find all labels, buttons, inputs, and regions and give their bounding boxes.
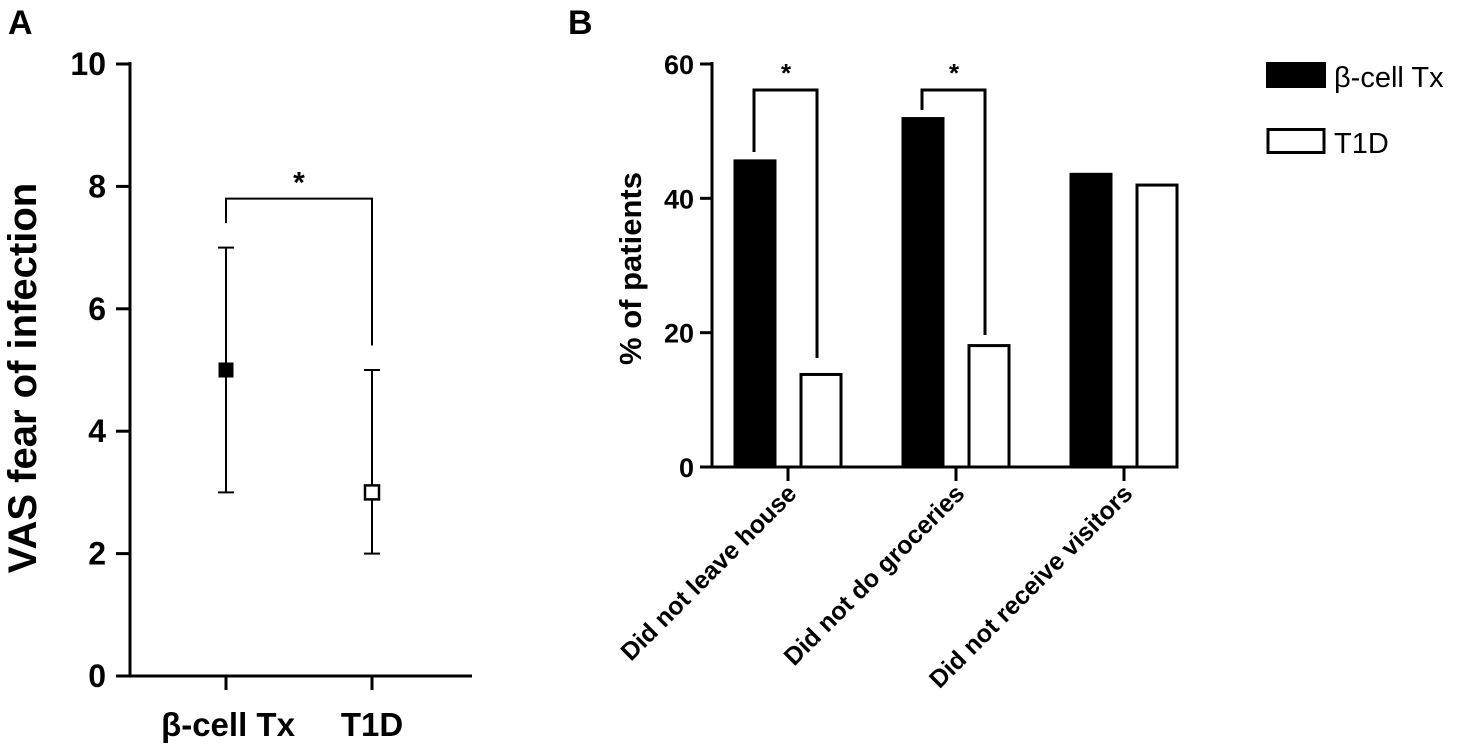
- x-tick-label: Did not do groceries: [779, 479, 971, 671]
- panel-b-label: B: [568, 4, 593, 42]
- bar-beta-cell-tx: [901, 117, 945, 467]
- bar-beta-cell-tx: [733, 159, 777, 468]
- x-tick-label: T1D: [341, 706, 403, 743]
- y-tick-label: 6: [88, 291, 106, 327]
- panel-a-label: A: [8, 4, 33, 42]
- x-tick-label: β-cell Tx: [161, 706, 296, 743]
- y-tick-label: 60: [664, 50, 694, 80]
- significance-bracket: [752, 88, 819, 358]
- legend: β-cell Tx T1D: [1266, 62, 1444, 160]
- y-tick-label: 2: [88, 536, 106, 572]
- y-axis-label: % of patients: [613, 172, 648, 365]
- significance-bracket: [920, 88, 987, 335]
- legend-label: β-cell Tx: [1334, 62, 1444, 94]
- y-tick-label: 40: [664, 184, 694, 214]
- y-tick-label: 4: [88, 413, 106, 449]
- y-tick-label: 0: [88, 658, 106, 694]
- significance-label: *: [293, 167, 305, 200]
- legend-swatch-t1d: [1266, 128, 1326, 154]
- point-marker-open: [363, 484, 381, 501]
- panel-b-chart: 0 20 40 60 % of patients Did not leave houseD…: [613, 50, 1444, 694]
- point-marker-filled: [218, 362, 234, 378]
- legend-label: T1D: [1334, 128, 1389, 160]
- significance-bracket: [225, 197, 373, 346]
- significance-label: *: [949, 58, 960, 88]
- y-tick-label: 10: [70, 46, 106, 82]
- x-tick-label: Did not leave house: [615, 479, 802, 666]
- bar-beta-cell-tx: [1069, 172, 1113, 467]
- bar-t1d: [1135, 183, 1179, 469]
- y-tick-label: 8: [88, 168, 106, 204]
- y-tick-label: 0: [679, 453, 694, 483]
- y-tick-label: 20: [664, 319, 694, 349]
- panel-a-chart: 0 2 4 6 8 10 VAS fear of infection β-cell Tx T1D…: [1, 46, 472, 743]
- y-axis-label: VAS fear of infection: [1, 183, 45, 573]
- legend-swatch-beta-cell-tx: [1266, 62, 1326, 88]
- bar-t1d: [967, 344, 1011, 469]
- bar-t1d: [799, 372, 843, 469]
- significance-label: *: [781, 58, 792, 88]
